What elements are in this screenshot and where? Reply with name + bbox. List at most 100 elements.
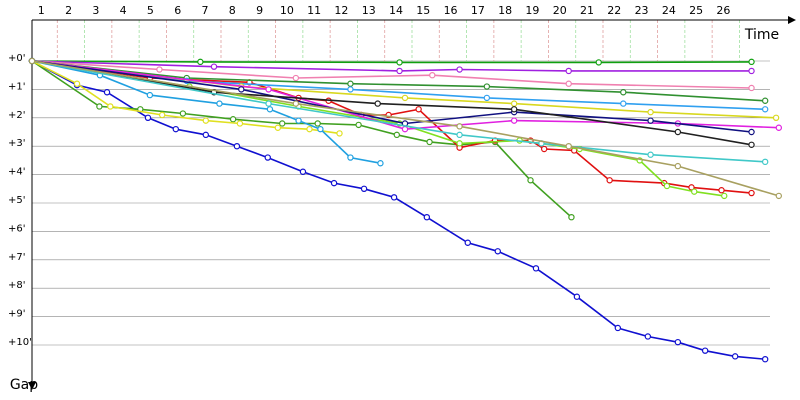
x-tick-label: 20: [553, 4, 567, 17]
point: [620, 100, 627, 107]
point: [330, 179, 338, 187]
point: [775, 124, 783, 131]
point: [701, 347, 709, 354]
x-tick-label: 11: [307, 4, 321, 17]
point: [510, 106, 518, 113]
point: [606, 177, 613, 184]
point: [390, 194, 398, 201]
y-tick-label: +5': [8, 195, 26, 206]
point: [483, 94, 491, 102]
series-line: [31, 60, 752, 72]
point: [216, 100, 223, 107]
x-tick-label: 21: [580, 4, 594, 17]
point: [377, 160, 384, 167]
x-tick-label: 3: [92, 4, 99, 17]
point: [748, 128, 755, 136]
point: [295, 117, 302, 124]
series-line: [31, 60, 766, 360]
point: [483, 83, 491, 90]
x-tick-label: 1: [38, 4, 45, 17]
point: [761, 356, 769, 363]
x-tick-label: 16: [444, 4, 458, 17]
point: [614, 324, 622, 332]
point: [527, 177, 534, 184]
point: [674, 162, 682, 170]
y-tick-label: +3': [8, 138, 26, 149]
point: [396, 67, 403, 75]
point: [691, 188, 698, 195]
point: [236, 120, 244, 127]
point: [202, 131, 210, 139]
point: [761, 97, 769, 104]
series-line: [31, 60, 752, 133]
point: [748, 84, 755, 92]
point: [347, 80, 354, 87]
point: [266, 106, 274, 113]
x-tick-label: 7: [201, 4, 208, 17]
y-tick-label: +10': [8, 337, 32, 348]
series-line: [31, 60, 572, 218]
point: [718, 187, 725, 194]
y-axis-arrow: [28, 382, 36, 390]
point: [595, 59, 602, 66]
point: [107, 103, 114, 110]
point: [336, 130, 343, 137]
point: [238, 86, 245, 93]
series-line: [31, 60, 780, 197]
series-line: [31, 60, 766, 111]
x-tick-label: 14: [389, 4, 403, 17]
point: [265, 100, 272, 107]
point: [761, 106, 769, 113]
point: [761, 158, 769, 166]
point: [197, 58, 204, 66]
point: [748, 58, 755, 66]
point: [565, 80, 572, 87]
y-tick-label: +4': [8, 167, 26, 178]
point: [233, 142, 241, 150]
point: [103, 89, 111, 96]
point: [429, 71, 436, 79]
point: [144, 114, 152, 122]
point: [426, 138, 433, 146]
y-tick-label: +7': [8, 252, 26, 263]
point: [620, 89, 627, 96]
point: [274, 124, 282, 131]
x-tick-label: 2: [65, 4, 72, 17]
point: [748, 67, 755, 75]
x-tick-label: 13: [362, 4, 376, 17]
series-line: [31, 60, 725, 197]
x-axis-label: Time: [744, 27, 779, 43]
point: [456, 131, 463, 139]
x-tick-label: 8: [229, 4, 236, 17]
point: [229, 116, 237, 123]
point: [540, 145, 548, 153]
point: [775, 192, 783, 200]
x-tick-label: 22: [607, 4, 621, 17]
point: [456, 66, 463, 73]
point: [360, 185, 368, 192]
point: [292, 100, 300, 107]
point: [172, 125, 179, 133]
point: [456, 123, 463, 130]
point: [510, 117, 518, 124]
y-tick-label: +0': [8, 53, 26, 64]
point: [374, 100, 381, 107]
point: [647, 108, 654, 116]
point: [156, 66, 163, 73]
point: [674, 338, 682, 346]
point: [306, 125, 313, 133]
point: [663, 182, 671, 190]
point: [568, 213, 575, 221]
point: [401, 94, 409, 102]
point: [73, 80, 81, 87]
x-tick-label: 12: [334, 4, 348, 17]
point: [573, 293, 581, 300]
point: [355, 121, 362, 129]
series-line: [31, 60, 766, 163]
point: [731, 353, 739, 360]
y-axis-label: Gap: [10, 377, 38, 393]
point: [347, 154, 354, 161]
point: [179, 110, 187, 117]
